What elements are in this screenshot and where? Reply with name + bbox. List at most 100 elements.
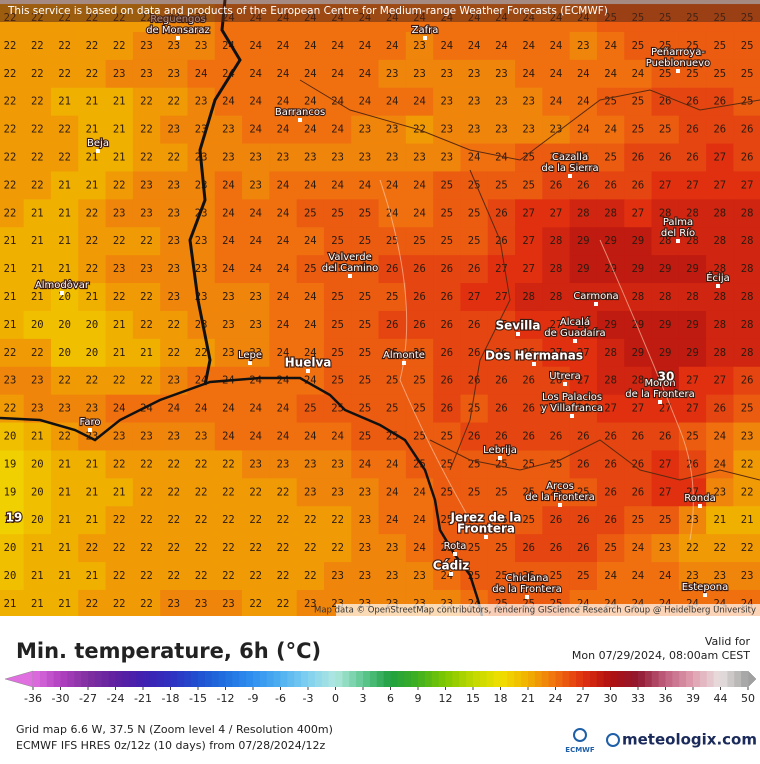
legend-swatch: [122, 671, 130, 687]
temperature-cell: [542, 171, 571, 200]
temperature-cell: [187, 283, 216, 312]
temperature-cell: [433, 310, 462, 340]
temperature-value: 24: [495, 40, 508, 52]
legend-swatch: [280, 671, 288, 687]
temperature-value: 23: [195, 598, 208, 610]
temperature-value: 23: [31, 375, 44, 387]
legend-swatch: [294, 671, 302, 687]
temperature-value: 23: [522, 96, 535, 108]
temperature-value: 27: [713, 179, 726, 191]
temperature-value: 24: [249, 235, 262, 247]
legend-swatch: [452, 671, 460, 687]
temperature-cell: [378, 115, 407, 145]
temperature-value: 22: [277, 514, 290, 526]
temperature-value: 22: [58, 68, 71, 80]
legend-swatch: [156, 671, 165, 687]
temperature-cell: [351, 534, 380, 563]
temperature-value: 25: [632, 124, 645, 136]
temperature-cell: [105, 199, 134, 228]
legend-swatch: [507, 671, 515, 687]
temperature-cell: [105, 31, 134, 61]
temperature-value: 22: [4, 68, 17, 80]
temperature-cell: [187, 422, 216, 452]
temperature-cell: [296, 59, 325, 89]
temperature-value: 24: [277, 235, 290, 247]
temperature-value: 26: [632, 179, 645, 191]
temperature-value: 25: [632, 514, 645, 526]
temperature-cell: [23, 562, 52, 591]
temperature-value: 26: [659, 152, 672, 164]
temperature-value: 22: [4, 403, 17, 415]
temperature-value: 23: [522, 124, 535, 136]
temperature-cell: [706, 422, 735, 452]
place-label: Arcos: [546, 481, 574, 492]
temperature-cell: [624, 171, 653, 200]
place-marker: [570, 414, 574, 418]
temperature-value: 24: [577, 124, 590, 136]
temperature-cell: [515, 562, 543, 591]
temperature-cell: [296, 143, 325, 173]
brand[interactable]: meteologix.com: [622, 731, 757, 749]
temperature-value: 26: [659, 431, 672, 443]
temperature-value: 26: [495, 207, 508, 219]
temperature-value: 28: [741, 263, 754, 275]
temperature-value: 24: [249, 40, 262, 52]
temperature-value: 24: [632, 542, 645, 554]
temperature-cell: [487, 478, 516, 507]
temperature-cell: [651, 338, 680, 368]
temperature-cell: [23, 255, 52, 284]
temperature-value: 26: [495, 403, 508, 415]
temperature-cell: [323, 366, 352, 396]
temperature-value: 26: [468, 375, 481, 387]
legend-swatch: [218, 671, 226, 687]
temperature-value: 26: [468, 263, 481, 275]
temperature-value: 25: [686, 68, 699, 80]
legend-swatch: [514, 671, 522, 687]
temperature-cell: [651, 283, 680, 312]
temperature-cell: [651, 31, 680, 61]
temperature-value: 21: [113, 347, 126, 359]
temperature-value: 21: [713, 514, 726, 526]
legend-swatch: [418, 671, 426, 687]
temperature-cell: [378, 478, 407, 507]
temperature-cell: [678, 310, 707, 340]
temperature-value: 21: [140, 347, 153, 359]
temperature-value: 23: [713, 486, 726, 498]
temperature-cell: [50, 31, 79, 61]
temperature-value: 24: [550, 40, 563, 52]
temperature-value: 23: [304, 486, 317, 498]
legend-tick-label: 9: [415, 692, 422, 705]
temperature-value: 22: [167, 152, 180, 164]
temperature-value: 22: [140, 598, 153, 610]
temperature-cell: [706, 506, 735, 535]
temperature-value: 21: [113, 486, 126, 498]
temperature-value: 28: [522, 291, 535, 303]
place-marker: [658, 400, 662, 404]
temperature-value: 23: [495, 96, 508, 108]
place-label: Pueblonuevo: [646, 58, 710, 69]
temperature-value: 25: [440, 431, 453, 443]
temperature-cell: [433, 283, 462, 312]
temperature-value: 23: [222, 291, 235, 303]
temperature-cell: [187, 31, 216, 61]
temperature-value: 24: [195, 68, 208, 80]
temperature-cell: [405, 394, 434, 424]
temperature-value: 19: [4, 458, 17, 470]
temperature-cell: [269, 283, 298, 312]
temperature-value: 24: [331, 68, 344, 80]
temperature-value: 24: [222, 263, 235, 275]
temperature-value: 22: [167, 570, 180, 582]
temperature-value: 29: [577, 263, 590, 275]
temperature-value: 23: [195, 431, 208, 443]
temperature-cell: [542, 255, 571, 284]
temperature-value: 26: [495, 431, 508, 443]
temperature-value: 26: [468, 431, 481, 443]
temperature-value: 24: [359, 458, 372, 470]
temperature-value: 22: [113, 291, 126, 303]
place-label: Palma: [663, 217, 693, 228]
temperature-value: 25: [495, 514, 508, 526]
temperature-cell: [0, 506, 25, 535]
temperature-cell: [542, 422, 571, 452]
place-marker: [423, 36, 427, 40]
temperature-cell: [269, 478, 298, 507]
